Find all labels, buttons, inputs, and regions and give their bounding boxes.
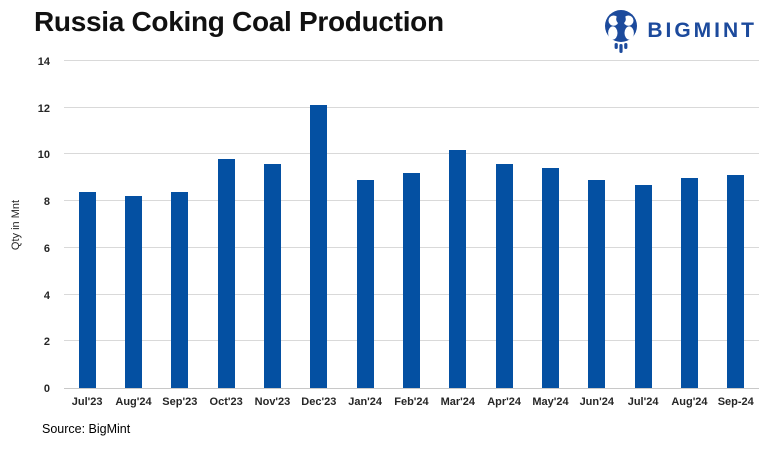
bar-Apr'24 <box>495 163 513 388</box>
x-tick-label: Aug'24 <box>115 396 152 408</box>
x-tick-label: Aug'24 <box>671 396 708 408</box>
x-tick-label: Sep'23 <box>162 396 198 408</box>
bar-Sep'23 <box>171 191 189 388</box>
bar-Dec'23 <box>310 105 328 388</box>
y-tick-label: 14 <box>37 56 50 68</box>
gridline <box>64 60 759 61</box>
y-tick-label: 12 <box>37 102 50 115</box>
x-tick-label: Feb'24 <box>394 396 429 408</box>
source-note: Source: BigMint <box>42 422 131 436</box>
bigmint-logo-text: BIGMINT <box>647 19 757 42</box>
plot-area <box>64 60 759 389</box>
x-tick-label: May'24 <box>532 396 569 408</box>
y-tick-label: 2 <box>43 336 50 349</box>
bigmint-logo: BIGMINT <box>601 8 757 54</box>
y-tick-label: 6 <box>43 242 50 255</box>
y-tick-label: 4 <box>43 289 50 302</box>
y-tick-label: 0 <box>43 383 50 395</box>
bar-Aug'24 <box>681 177 698 388</box>
gridline <box>64 153 759 155</box>
x-tick-label: Jul'23 <box>71 396 103 408</box>
x-axis-tick-labels: Jul'23 Aug'24 Sep'23 Oct'23 Nov'23 Dec'23 Jan'… <box>64 396 759 412</box>
x-tick-label: Jun'24 <box>579 396 614 408</box>
bar-Mar'24 <box>449 149 467 388</box>
bar-Jan'24 <box>356 180 374 388</box>
x-tick-label: Apr'24 <box>487 396 522 408</box>
bar-Feb'24 <box>403 173 420 388</box>
bar-May'24 <box>542 168 559 388</box>
bar-Jun'24 <box>588 180 606 388</box>
bar-Nov'23 <box>264 163 281 388</box>
bar-Jul'24 <box>634 184 652 388</box>
gridline <box>64 106 759 108</box>
y-axis-tick-labels: 0 2 4 6 8 10 12 14 <box>18 56 56 395</box>
x-tick-label: Nov'23 <box>254 396 291 408</box>
bar-Oct'23 <box>217 159 235 388</box>
y-tick-label: 8 <box>43 196 50 209</box>
bigmint-mascot-icon <box>601 8 641 54</box>
bar-Sep-24 <box>727 175 745 388</box>
x-tick-label: Dec'23 <box>301 396 337 408</box>
x-tick-label: Sep-24 <box>717 396 754 408</box>
chart-title: Russia Coking Coal Production <box>34 6 444 37</box>
bar-Jul'23 <box>78 191 96 388</box>
y-tick-label: 10 <box>37 149 50 162</box>
x-tick-label: Jan'24 <box>348 396 383 408</box>
x-tick-label: Mar'24 <box>440 396 475 408</box>
x-tick-label: Jul'24 <box>627 396 659 408</box>
bar-Aug'24 <box>125 196 142 388</box>
x-tick-label: Oct'23 <box>209 396 243 408</box>
